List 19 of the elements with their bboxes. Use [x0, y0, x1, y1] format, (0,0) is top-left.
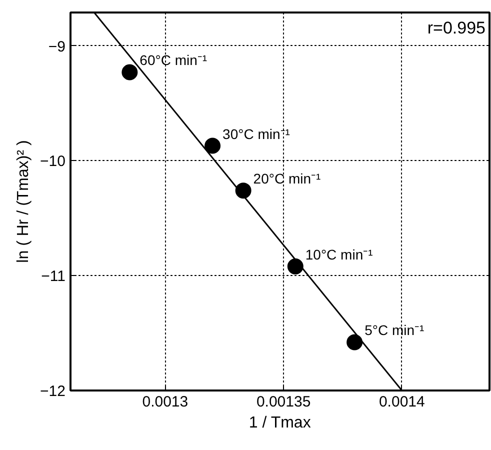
- x-tick-label: 0.0013: [142, 394, 188, 410]
- x-tick-label: 0.0014: [378, 394, 425, 410]
- annotation: 5°C min⁻¹: [364, 322, 425, 338]
- point: [287, 258, 304, 274]
- annotation: 10°C min⁻¹: [305, 246, 374, 262]
- y-tick-label: −11: [41, 268, 66, 286]
- point: [122, 64, 138, 80]
- annotation: 60°C min⁻¹: [140, 52, 208, 68]
- annotation: 30°C min⁻¹: [222, 126, 290, 142]
- y-axis-title: ln ( Hr / (Tmax)² ): [15, 140, 32, 263]
- annotation: 20°C min⁻¹: [253, 170, 322, 187]
- point: [204, 138, 221, 154]
- y-tick-label: −9: [48, 38, 66, 56]
- point: [346, 334, 363, 350]
- x-axis-title: 1 / Tmax: [248, 414, 311, 432]
- annotation: r=0.995: [427, 18, 486, 38]
- y-tick-label: −12: [40, 383, 66, 400]
- x-tick-label: 0.00135: [256, 394, 311, 410]
- y-tick-label: −10: [40, 153, 66, 170]
